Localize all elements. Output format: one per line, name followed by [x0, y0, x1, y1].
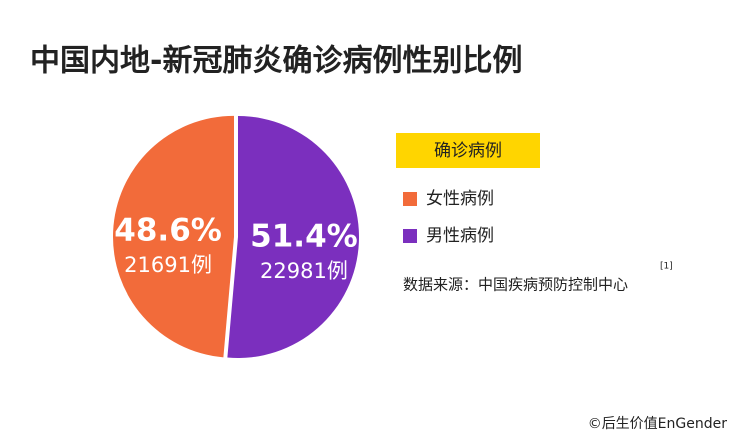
credit: ©后生价值EnGender [588, 416, 728, 432]
source-note: [1] [660, 262, 673, 272]
value-label: 51.4% [250, 218, 358, 254]
pie-slice [227, 116, 360, 358]
source: 数据来源：中国疾病预防控制中心 [403, 276, 628, 294]
value-label: 48.6% [114, 212, 222, 248]
pie-slice [113, 115, 235, 358]
legend-title-box [396, 133, 540, 168]
legend-label: 男性病例 [426, 226, 494, 246]
legend-swatch [403, 192, 417, 206]
count-label: 22981例 [260, 259, 348, 283]
chart-title: 中国内地-新冠肺炎确诊病例性别比例 [30, 44, 522, 79]
legend-swatch [403, 229, 417, 243]
count-label: 21691例 [124, 253, 212, 277]
legend-label: 女性病例 [426, 189, 494, 209]
legend-title: 确诊病例 [434, 141, 502, 161]
